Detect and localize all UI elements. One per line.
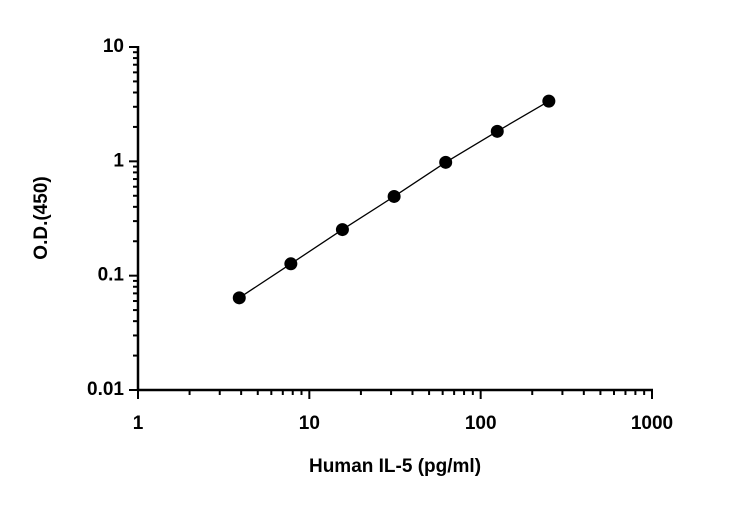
- y-tick-label: 1: [113, 150, 124, 171]
- data-point: [284, 257, 298, 271]
- y-tick-label: 0.01: [87, 379, 124, 400]
- data-point: [542, 94, 556, 108]
- y-tick-label: 0.1: [98, 265, 125, 286]
- data-point: [335, 223, 349, 237]
- y-tick-label: 10: [103, 36, 124, 57]
- x-tick-label: 100: [465, 413, 497, 434]
- x-axis-title: Human IL-5 (pg/ml): [309, 456, 481, 477]
- data-point: [490, 124, 504, 138]
- data-point: [232, 291, 246, 305]
- x-tick-label: 1: [133, 413, 144, 434]
- x-tick-label: 1000: [631, 413, 673, 434]
- y-axis-title: O.D.(450): [31, 176, 52, 259]
- data-point: [439, 155, 453, 169]
- x-tick-label: 10: [299, 413, 320, 434]
- data-point: [387, 189, 401, 203]
